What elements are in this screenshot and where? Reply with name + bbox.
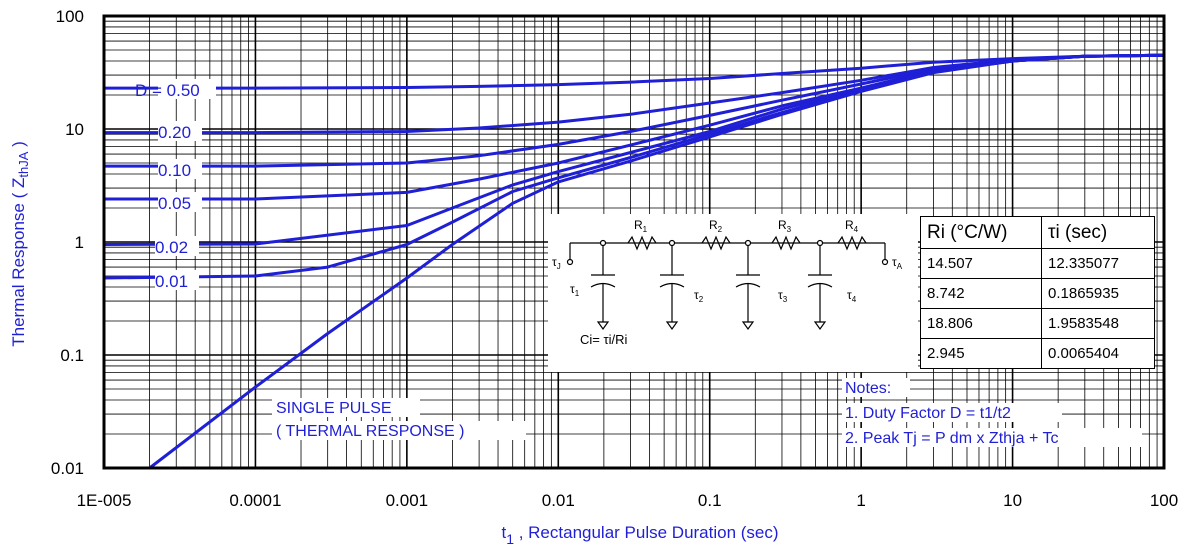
x-tick-label: 1 — [856, 491, 865, 510]
notes-annotation: Notes: 1. Duty Factor D = t1/t2 2. Peak … — [842, 378, 1142, 447]
rc-circuit-diagram: R1 R2 R3 R4 τJ τA τ1 τ2 τ3 τ4 Ci= τi/Ri — [548, 214, 918, 372]
table-header-ri: Ri (°C/W) — [920, 216, 1042, 249]
svg-text:2. Peak Tj = P dm x Zthja + Tc: 2. Peak Tj = P dm x Zthja + Tc — [845, 430, 1058, 447]
series-label-020: 0.20 — [158, 123, 191, 142]
y-tick-label: 0.1 — [60, 346, 84, 365]
series-label-001: 0.01 — [155, 272, 188, 291]
resistor-label-2: R2 — [709, 218, 723, 234]
table-cell: 2.945 — [920, 338, 1042, 369]
x-tick-label: 10 — [1003, 491, 1022, 510]
table-row: 2.945 0.0065404 — [920, 338, 1155, 369]
series-line-2 — [104, 53, 1165, 168]
table-cell: 8.742 — [920, 278, 1042, 309]
y-tick-label: 10 — [65, 120, 84, 139]
x-tick-label: 0.01 — [542, 491, 575, 510]
y-axis-title: Thermal Response ( ZthJA ) — [9, 141, 31, 347]
series-line-1 — [104, 53, 1165, 135]
table-cell: 12.335077 — [1041, 248, 1155, 279]
svg-text:Notes:: Notes: — [845, 380, 891, 397]
svg-text:SINGLE PULSE: SINGLE PULSE — [276, 400, 392, 417]
y-tick-label: 100 — [56, 7, 84, 26]
node-label-start: τJ — [552, 255, 561, 271]
table-row: 18.806 1.9583548 — [920, 308, 1155, 339]
table-cell: 1.9583548 — [1041, 308, 1155, 339]
x-tick-label: 0.0001 — [229, 491, 281, 510]
tau-label-2: τ2 — [694, 288, 704, 304]
series-label-050: D = 0.50 — [135, 81, 200, 100]
x-tick-label: 1E-005 — [77, 491, 132, 510]
series-line-3 — [104, 53, 1165, 201]
resistor-label-4: R4 — [845, 218, 859, 234]
series-label-005: 0.05 — [158, 194, 191, 213]
x-axis-title: t1 , Rectangular Pulse Duration (sec) — [501, 523, 778, 547]
table-cell: 0.1865935 — [1041, 278, 1155, 309]
tau-label-3: τ3 — [778, 288, 788, 304]
single-pulse-annotation: SINGLE PULSE ( THERMAL RESPONSE ) — [272, 398, 526, 440]
series-label-010: 0.10 — [158, 161, 191, 180]
series-label-002: 0.02 — [155, 238, 188, 257]
resistor-label-3: R3 — [778, 218, 792, 234]
series-line-6 — [148, 53, 1165, 470]
table-row: 8.742 0.1865935 — [920, 278, 1155, 309]
x-tick-label: 100 — [1150, 491, 1178, 510]
table-cell: 18.806 — [920, 308, 1042, 339]
table-row: 14.507 12.335077 — [920, 248, 1155, 279]
table-cell: 0.0065404 — [1041, 338, 1155, 369]
plot-frame — [102, 14, 1166, 470]
series-lines — [103, 53, 1165, 470]
x-tick-label: 0.001 — [386, 491, 429, 510]
capacitance-formula: Ci= τi/Ri — [580, 332, 628, 347]
node-label-end: τA — [892, 255, 903, 271]
table-cell: 14.507 — [920, 248, 1042, 279]
tick-labels: 1E-005 0.0001 0.001 0.01 0.1 1 10 1001001010.10… — [51, 7, 1178, 510]
tau-label-4: τ4 — [847, 288, 857, 304]
duty-labels: D = 0.50 0.20 0.10 0.05 0.02 0.01 — [135, 79, 216, 291]
resistor-label-1: R1 — [634, 218, 648, 234]
y-tick-label: 0.01 — [51, 459, 84, 478]
x-tick-label: 0.1 — [698, 491, 722, 510]
tau-label-1: τ1 — [570, 282, 580, 298]
table-header-taui: τi (sec) — [1041, 216, 1155, 249]
rc-parameter-table: Ri (°C/W) τi (sec) 14.507 12.335077 8.74… — [920, 216, 1155, 369]
svg-text:( THERMAL RESPONSE ): ( THERMAL RESPONSE ) — [276, 423, 464, 440]
y-tick-label: 1 — [75, 233, 84, 252]
svg-text:1. Duty Factor D = t1/t2: 1. Duty Factor D = t1/t2 — [845, 405, 1011, 422]
